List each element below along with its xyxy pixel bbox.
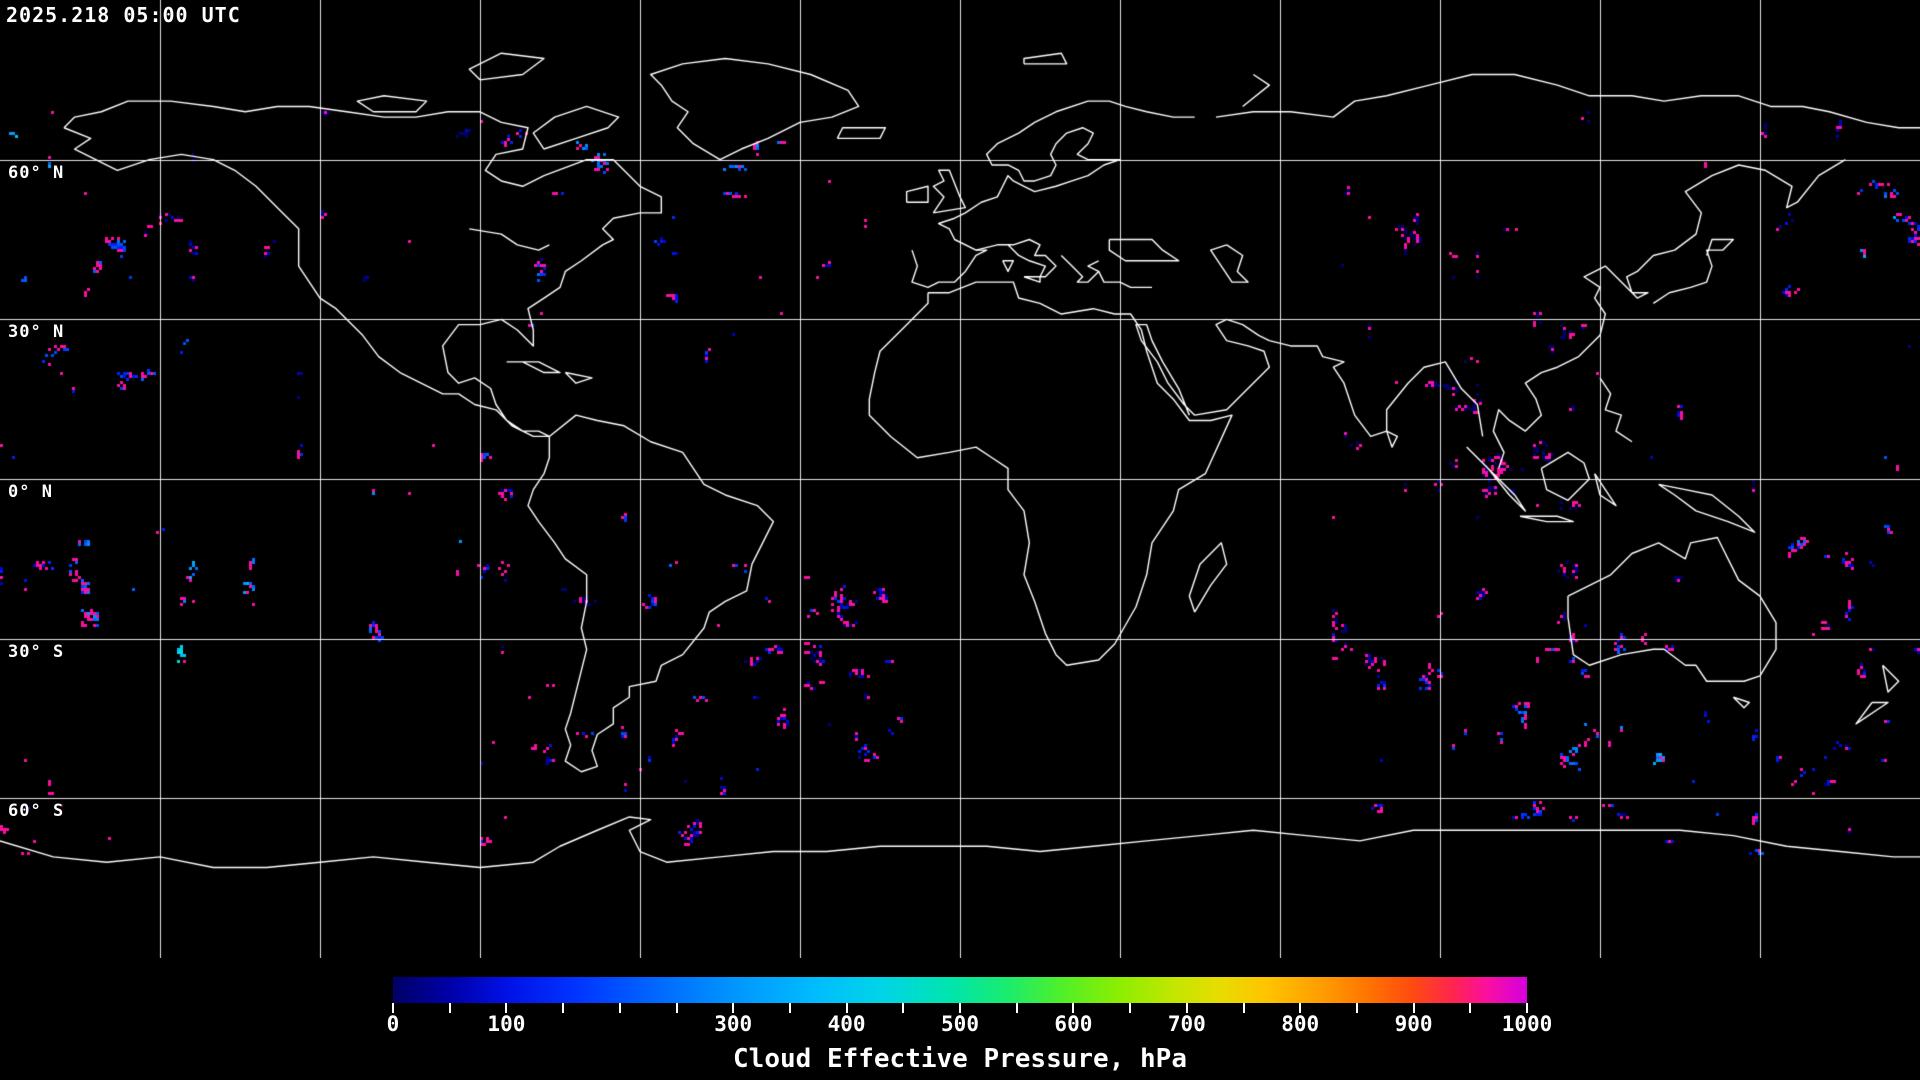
- colorbar-tick: [1015, 1003, 1018, 1013]
- colorbar-tick: [1129, 1003, 1132, 1013]
- latitude-label: 30° S: [8, 641, 65, 662]
- colorbar-tick: [1299, 1003, 1302, 1013]
- colorbar-tick-label: 600: [1054, 1012, 1093, 1036]
- colorbar-tick: [448, 1003, 451, 1013]
- colorbar-tick-label: 100: [487, 1012, 526, 1036]
- colorbar-tick-label: 0: [386, 1012, 400, 1036]
- colorbar-tick: [1526, 1003, 1528, 1013]
- colorbar-tick: [732, 1003, 735, 1013]
- colorbar-tick: [1242, 1003, 1245, 1013]
- colorbar-tick: [392, 1003, 394, 1013]
- colorbar-tick: [1412, 1003, 1415, 1013]
- colorbar-tick-label: 400: [827, 1012, 866, 1036]
- colorbar-tick-label: 500: [941, 1012, 979, 1036]
- colorbar-tick: [618, 1003, 621, 1013]
- latitude-label: 30° N: [8, 322, 65, 343]
- colorbar-tick: [1469, 1003, 1472, 1013]
- timestamp-label: 2025.218 05:00 UTC: [6, 3, 241, 27]
- colorbar-gradient: [393, 977, 1527, 1003]
- colorbar-tick: [675, 1003, 678, 1013]
- colorbar-tick-label: 1000: [1501, 1012, 1553, 1036]
- colorbar-tick-label: 300: [714, 1012, 753, 1036]
- colorbar-tick: [1355, 1003, 1358, 1013]
- world-map-canvas: [0, 0, 1920, 958]
- colorbar-tick: [788, 1003, 791, 1013]
- colorbar-tick: [505, 1003, 508, 1013]
- colorbar-tick-label: 800: [1281, 1012, 1320, 1036]
- colorbar-tick: [902, 1003, 905, 1013]
- colorbar-tick: [1072, 1003, 1075, 1013]
- latitude-label: 0° N: [8, 482, 53, 502]
- colorbar-tick: [959, 1003, 961, 1013]
- colorbar-title: Cloud Effective Pressure, hPa: [733, 1044, 1187, 1074]
- latitude-label: 60° N: [8, 162, 65, 183]
- colorbar-tick-label: 700: [1167, 1012, 1206, 1036]
- colorbar-tick: [845, 1003, 848, 1013]
- latitude-label: 60° S: [8, 801, 65, 822]
- colorbar-tick-label: 900: [1394, 1012, 1433, 1036]
- colorbar-tick: [1185, 1003, 1188, 1013]
- colorbar-tick: [562, 1003, 565, 1013]
